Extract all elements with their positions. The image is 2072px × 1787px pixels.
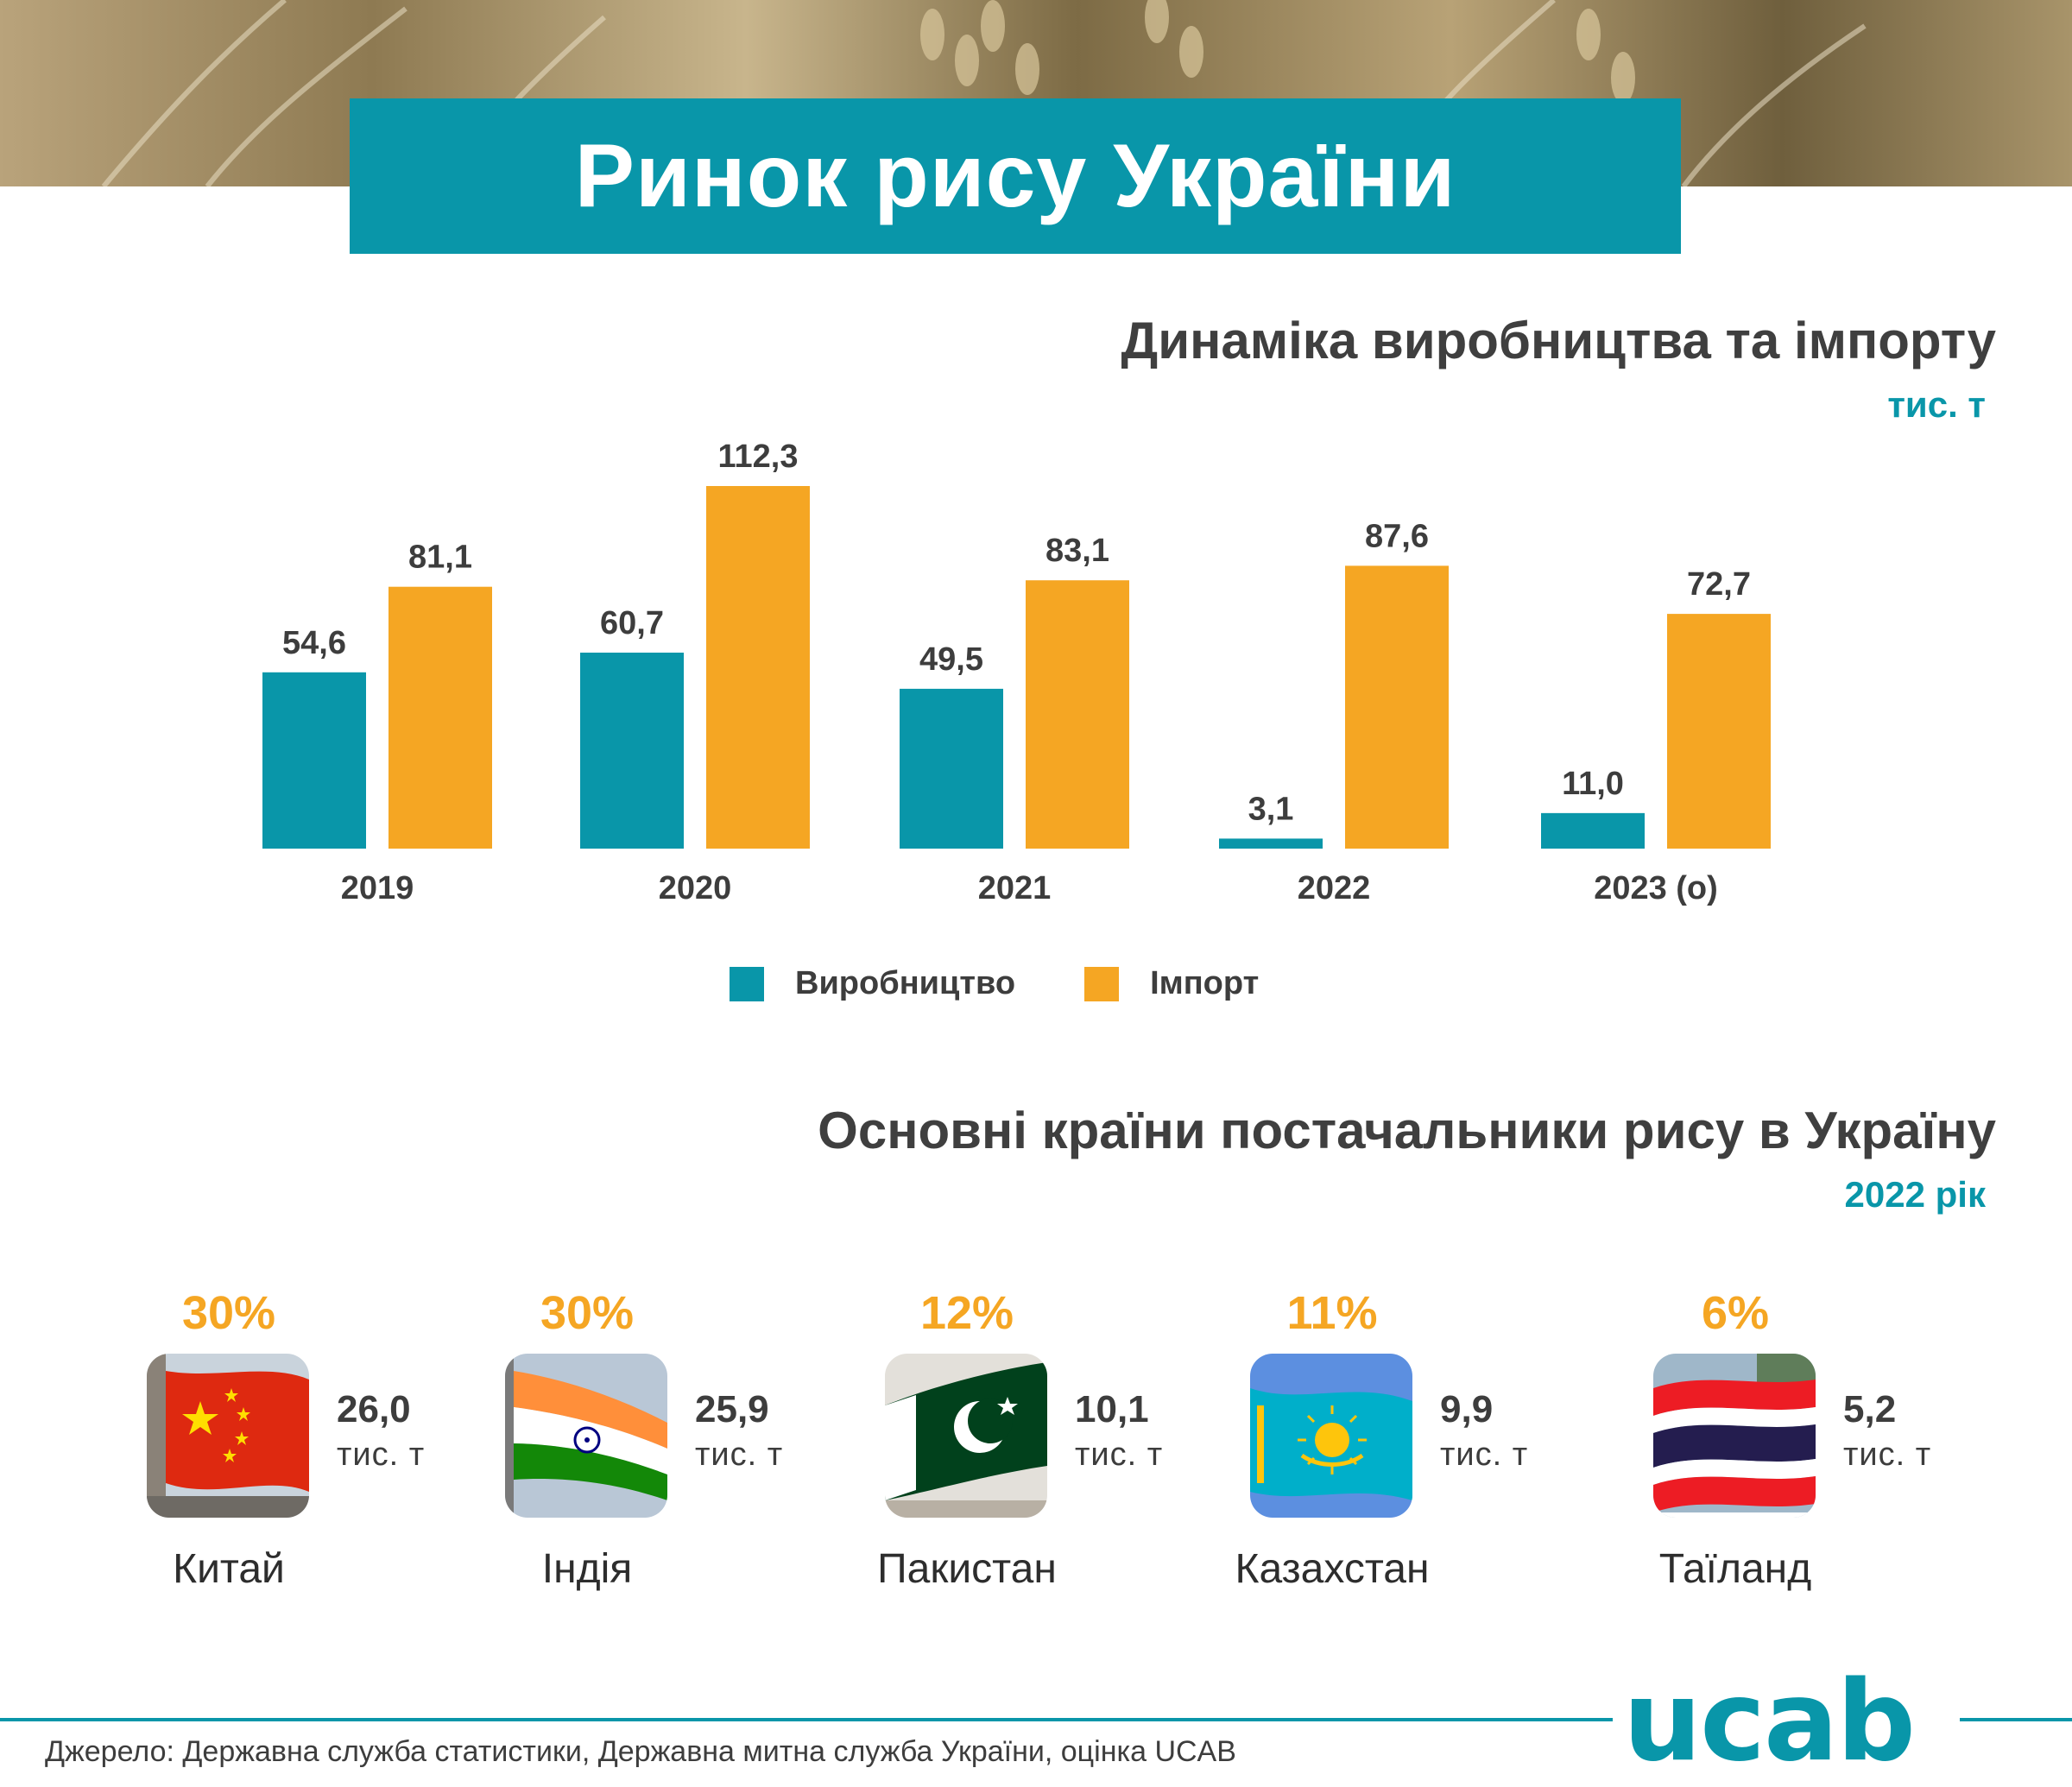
chart-unit: тис. т [1887,384,1986,425]
bar-production-0 [262,672,366,849]
bar-import-0 [388,586,492,849]
supplier-share: 30% [181,1287,276,1339]
supplier-value: 25,9 [695,1388,769,1430]
x-tick-label-4: 2023 (о) [1594,870,1718,906]
data-label-production-4: 11,0 [1562,766,1624,802]
india-flag-icon [505,1354,667,1518]
data-label-import-3: 87,6 [1365,518,1429,554]
x-tick-label-1: 2020 [659,870,732,906]
supplier-value: 5,2 [1843,1388,1897,1430]
legend-item-import: Імпорт [1084,965,1259,1002]
bar-production-2 [900,688,1003,849]
supplier-value: 9,9 [1440,1388,1494,1430]
suppliers-title: Основні країни постачальники рису в Укра… [818,1102,1996,1159]
bar-chart: 54,6 81,1 2019 60,7 112,3 2020 49,5 83,1 2021 3,1… [262,439,1771,906]
chart-legend: Виробництво Імпорт [730,965,1328,1002]
x-tick-label-0: 2019 [341,870,414,906]
data-label-production-0: 54,6 [282,625,346,661]
source-note: Джерело: Державна служба статистики, Дер… [45,1735,1236,1768]
supplier-china: 30% 26,0 тис. т Китай [142,1286,471,1597]
supplier-pakistan: 12% 10,1 тис. т Пакистан [877,1286,1209,1597]
title-banner: Ринок рису України [350,98,1681,254]
supplier-kazakhstan: 11% 9,9 тис. т Казахстан [1235,1286,1574,1597]
bar-import-1 [706,486,810,849]
pakistan-flag-icon [885,1354,1047,1518]
thailand-flag-icon [1653,1354,1816,1518]
supplier-share: 6% [1701,1287,1770,1339]
china-flag-icon [147,1354,309,1518]
data-label-production-1: 60,7 [600,605,664,641]
supplier-share: 30% [540,1287,635,1339]
suppliers-year: 2022 рік [1844,1174,1986,1215]
data-label-import-0: 81,1 [408,540,472,576]
supplier-value: 10,1 [1075,1388,1149,1430]
legend-item-production: Виробництво [730,965,1015,1002]
page-title: Ринок рису України [574,125,1456,226]
kazakhstan-flag-icon [1250,1354,1412,1518]
chart-title: Динаміка виробництва та імпорту [1121,312,1997,369]
bar-import-4 [1667,614,1771,849]
legend-swatch-production [730,966,764,1001]
bar-import-2 [1026,580,1129,849]
supplier-thailand: 6% 5,2 тис. т Таїланд [1649,1286,1977,1597]
supplier-name: Індія [541,1546,633,1592]
supplier-value: 26,0 [337,1388,411,1430]
data-label-import-1: 112,3 [718,439,799,475]
supplier-unit: тис. т [337,1437,426,1473]
supplier-unit: тис. т [695,1437,784,1473]
supplier-name: Пакистан [877,1546,1057,1592]
data-label-production-3: 3,1 [1248,791,1294,827]
bar-production-3 [1219,838,1323,849]
x-tick-label-2: 2021 [978,870,1052,906]
legend-swatch-import [1084,966,1120,1001]
data-label-import-2: 83,1 [1045,533,1109,569]
supplier-unit: тис. т [1075,1437,1164,1473]
supplier-share: 12% [919,1287,1014,1339]
legend-label-production: Виробництво [795,965,1016,1001]
bar-production-4 [1541,812,1645,849]
bar-production-1 [580,652,684,849]
supplier-india: 30% 25,9 тис. т Індія [501,1286,829,1597]
x-tick-label-3: 2022 [1298,870,1371,906]
supplier-share: 11% [1286,1287,1378,1339]
supplier-name: Казахстан [1235,1546,1430,1592]
legend-label-import: Імпорт [1150,965,1260,1001]
supplier-unit: тис. т [1440,1437,1529,1473]
footer-divider-right [1960,1718,2072,1721]
logo-text: ucab [1623,1658,1916,1786]
ucab-logo: ucab [1623,1658,1916,1786]
supplier-name: Китай [173,1546,285,1592]
data-label-import-4: 72,7 [1687,566,1751,603]
footer-divider-left [0,1718,1613,1721]
supplier-name: Таїланд [1658,1546,1812,1592]
bar-import-3 [1345,565,1449,849]
supplier-unit: тис. т [1843,1437,1932,1473]
data-label-production-2: 49,5 [919,641,983,678]
